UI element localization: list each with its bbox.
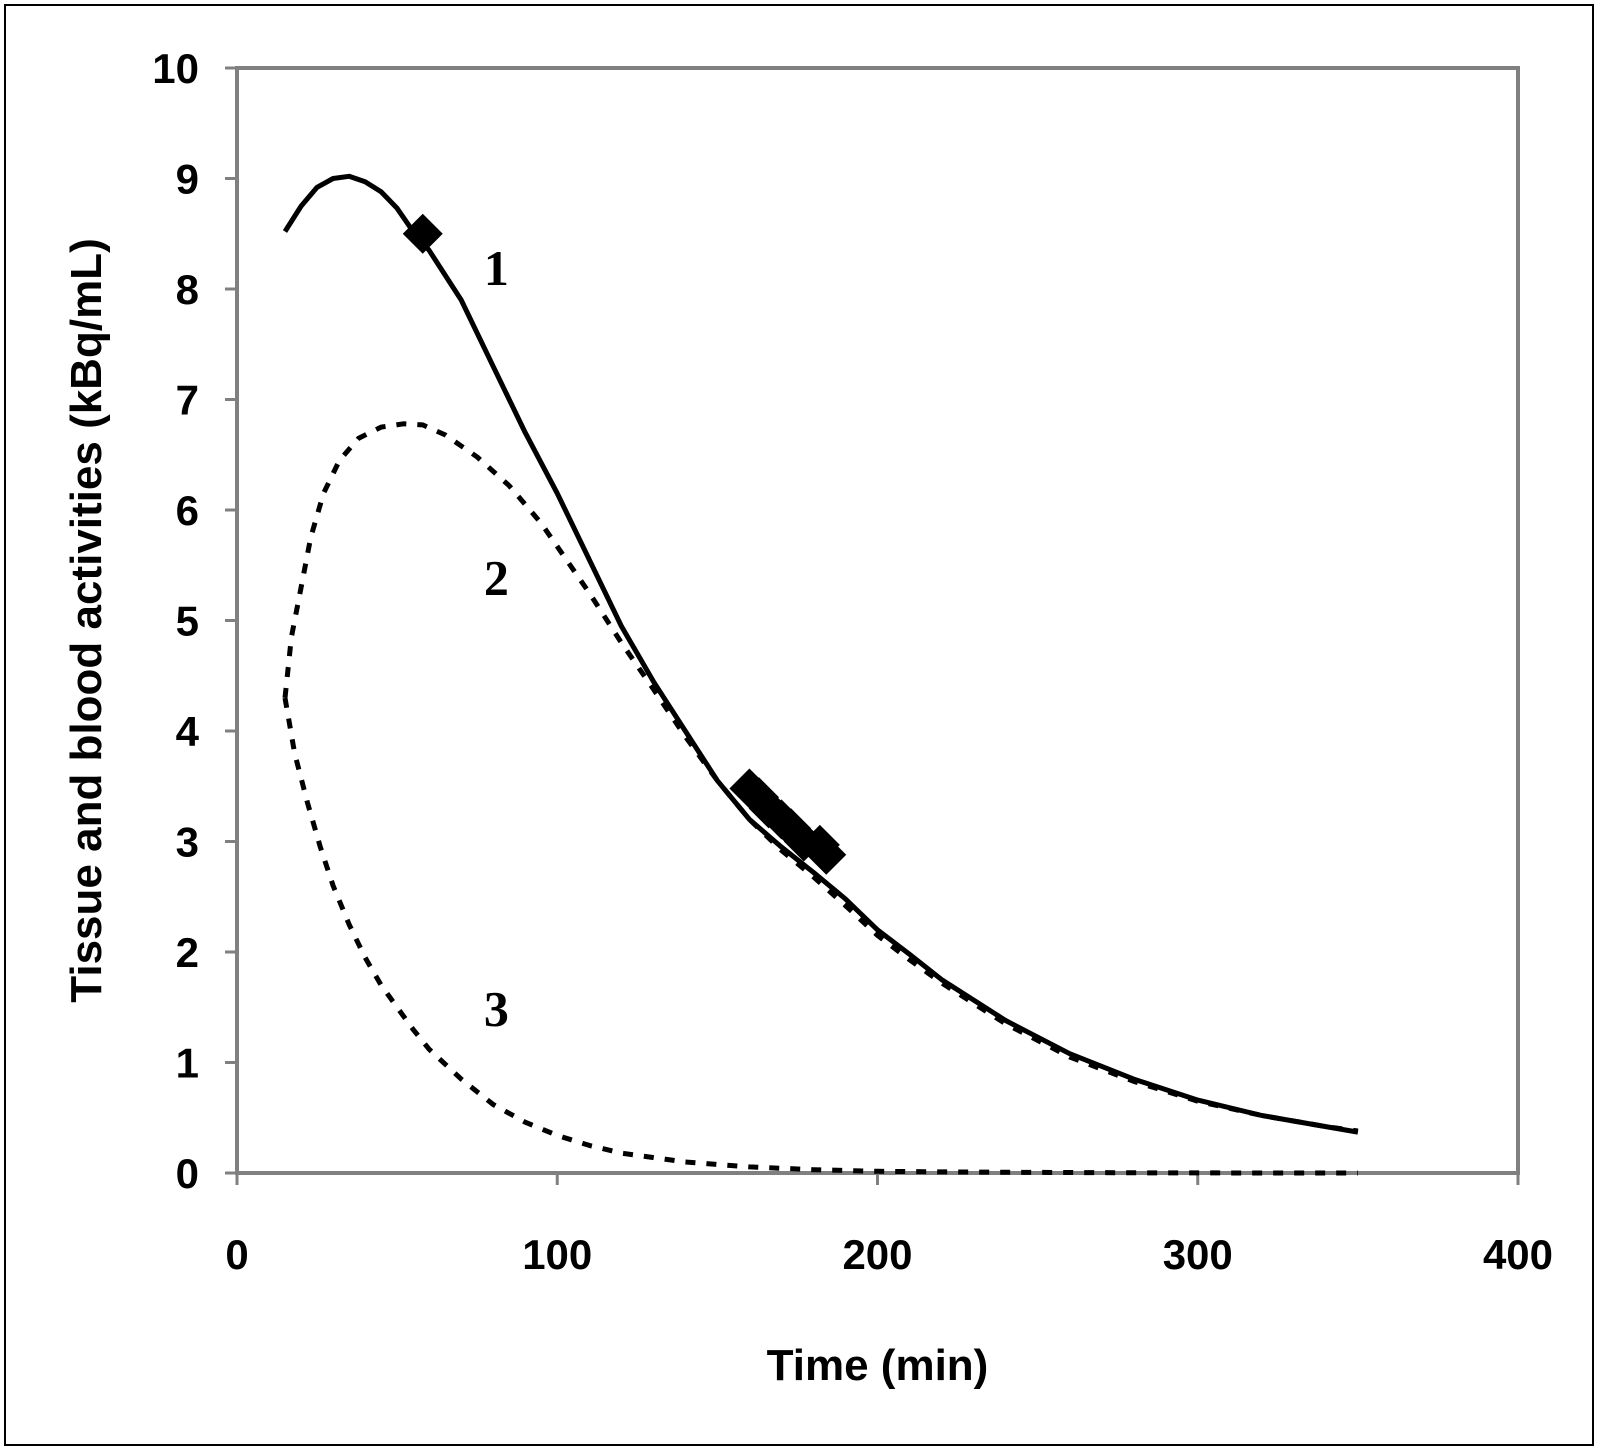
curve-label: 1 (484, 240, 509, 296)
axis-ticks (225, 66, 1520, 1185)
x-tick-label: 0 (225, 1231, 248, 1278)
y-tick-label: 2 (176, 929, 199, 976)
series-1-line (282, 173, 1359, 1135)
y-tick-label: 3 (176, 819, 199, 866)
y-tick-label: 4 (176, 708, 200, 755)
y-tick-label: 10 (152, 45, 199, 92)
y-axis-title: Tissue and blood activities (kBq/mL) (62, 238, 111, 1002)
y-tick-label: 6 (176, 487, 199, 534)
data-point-marker (402, 213, 443, 254)
data-markers (402, 213, 847, 875)
data-series (282, 173, 1359, 1176)
y-tick-label: 8 (176, 266, 199, 313)
y-tick-label: 9 (176, 156, 199, 203)
x-tick-label: 400 (1483, 1231, 1553, 1278)
x-tick-label: 300 (1163, 1231, 1233, 1278)
series-3-line (282, 697, 1358, 1176)
y-tick-label: 0 (176, 1150, 199, 1197)
y-tick-label: 5 (176, 598, 199, 645)
curve-label: 2 (484, 549, 509, 605)
x-tick-label: 100 (522, 1231, 592, 1278)
series-2-line (282, 421, 1359, 1134)
x-tick-label: 200 (842, 1231, 912, 1278)
x-axis-title: Time (min) (767, 1341, 989, 1390)
curve-labels: 1 2 3 (484, 240, 509, 1036)
curve-label: 3 (484, 980, 509, 1036)
y-tick-label: 7 (176, 377, 199, 424)
data-point-marker (806, 834, 847, 875)
y-tick-label: 1 (176, 1040, 199, 1087)
